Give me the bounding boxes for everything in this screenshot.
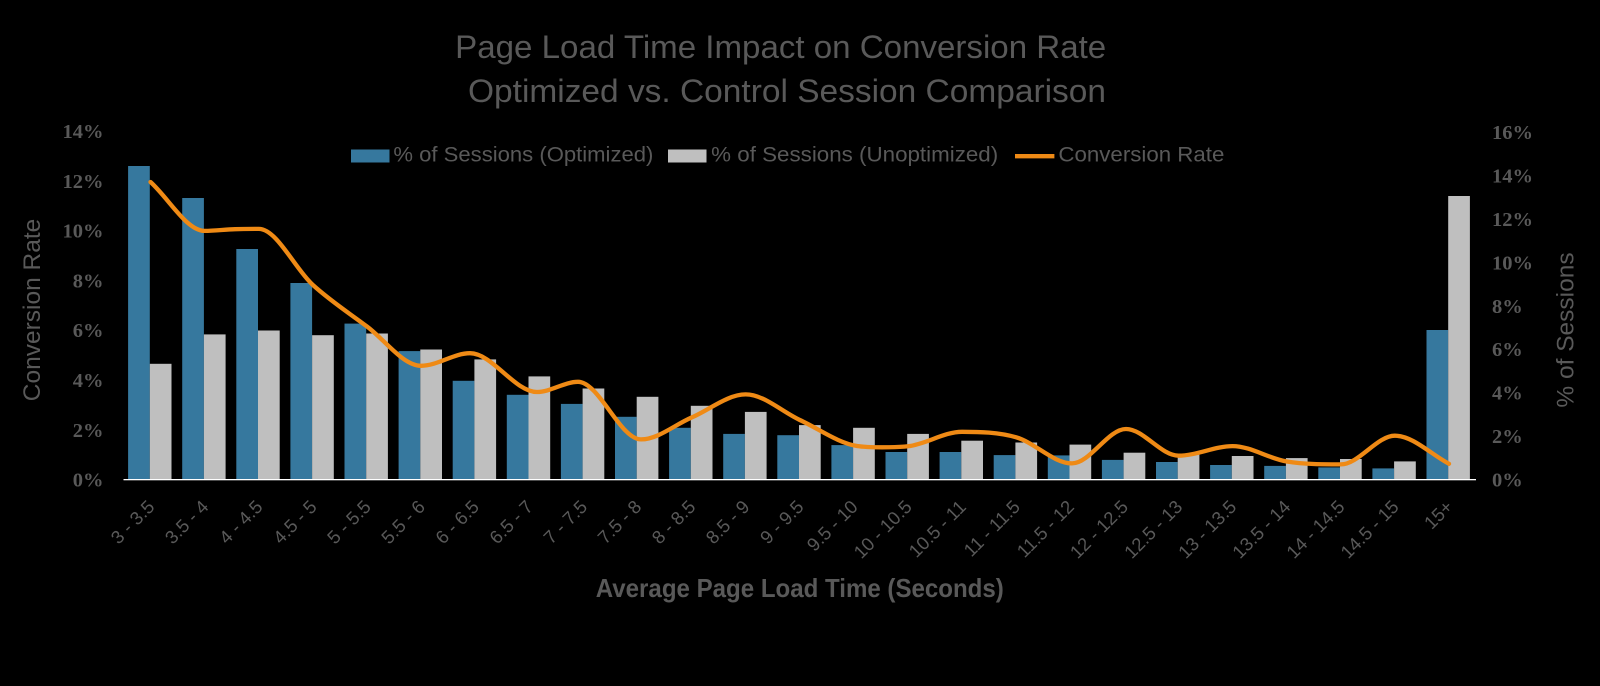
- svg-text:0%: 0%: [1492, 470, 1523, 492]
- svg-text:% of Sessions: % of Sessions: [1553, 252, 1580, 407]
- svg-text:8%: 8%: [1492, 296, 1523, 318]
- svg-text:Conversion Rate: Conversion Rate: [19, 219, 46, 401]
- svg-text:14%: 14%: [1492, 165, 1533, 187]
- svg-text:0%: 0%: [73, 470, 104, 492]
- svg-text:12%: 12%: [63, 171, 104, 193]
- svg-text:6%: 6%: [73, 320, 104, 342]
- svg-text:% of Sessions (Unoptimized): % of Sessions (Unoptimized): [711, 143, 998, 167]
- svg-text:14%: 14%: [63, 121, 104, 143]
- svg-text:2%: 2%: [1492, 426, 1523, 448]
- svg-text:8%: 8%: [73, 270, 104, 292]
- svg-text:% of Sessions (Optimized): % of Sessions (Optimized): [393, 143, 653, 167]
- svg-text:4%: 4%: [1492, 383, 1523, 405]
- svg-text:12%: 12%: [1492, 209, 1533, 231]
- svg-text:10%: 10%: [1492, 252, 1533, 274]
- svg-text:6%: 6%: [1492, 339, 1523, 361]
- svg-text:2%: 2%: [73, 420, 104, 442]
- svg-text:Average Page Load Time (Second: Average Page Load Time (Seconds): [596, 573, 1004, 603]
- svg-text:Optimized vs. Control Session: Optimized vs. Control Session Comparison: [468, 73, 1106, 109]
- svg-text:Page Load Time Impact on Conve: Page Load Time Impact on Conversion Rate: [455, 29, 1106, 65]
- svg-text:Conversion Rate: Conversion Rate: [1058, 143, 1224, 167]
- svg-text:16%: 16%: [1492, 122, 1533, 144]
- svg-text:4%: 4%: [73, 370, 104, 392]
- svg-text:10%: 10%: [63, 221, 104, 243]
